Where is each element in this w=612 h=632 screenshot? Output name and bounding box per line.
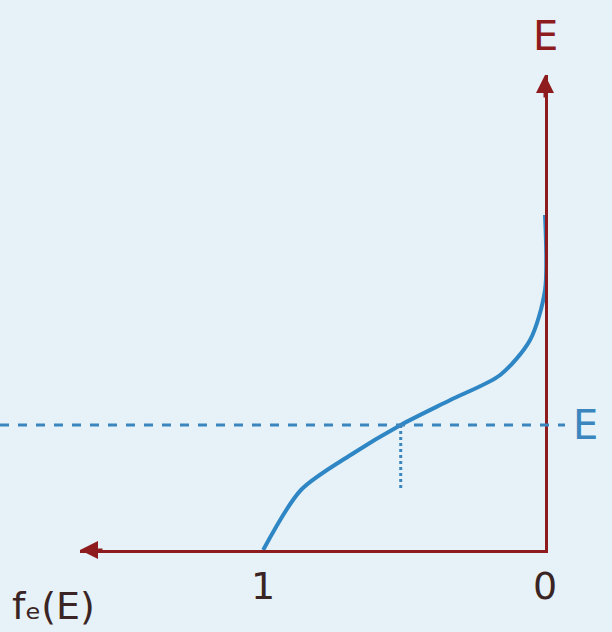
svg-text:E: E (533, 13, 558, 59)
svg-text:1: 1 (251, 564, 275, 608)
svg-text:fₑ(E): fₑ(E) (12, 584, 95, 628)
svg-text:0: 0 (533, 564, 557, 608)
svg-text:E: E (573, 402, 598, 448)
